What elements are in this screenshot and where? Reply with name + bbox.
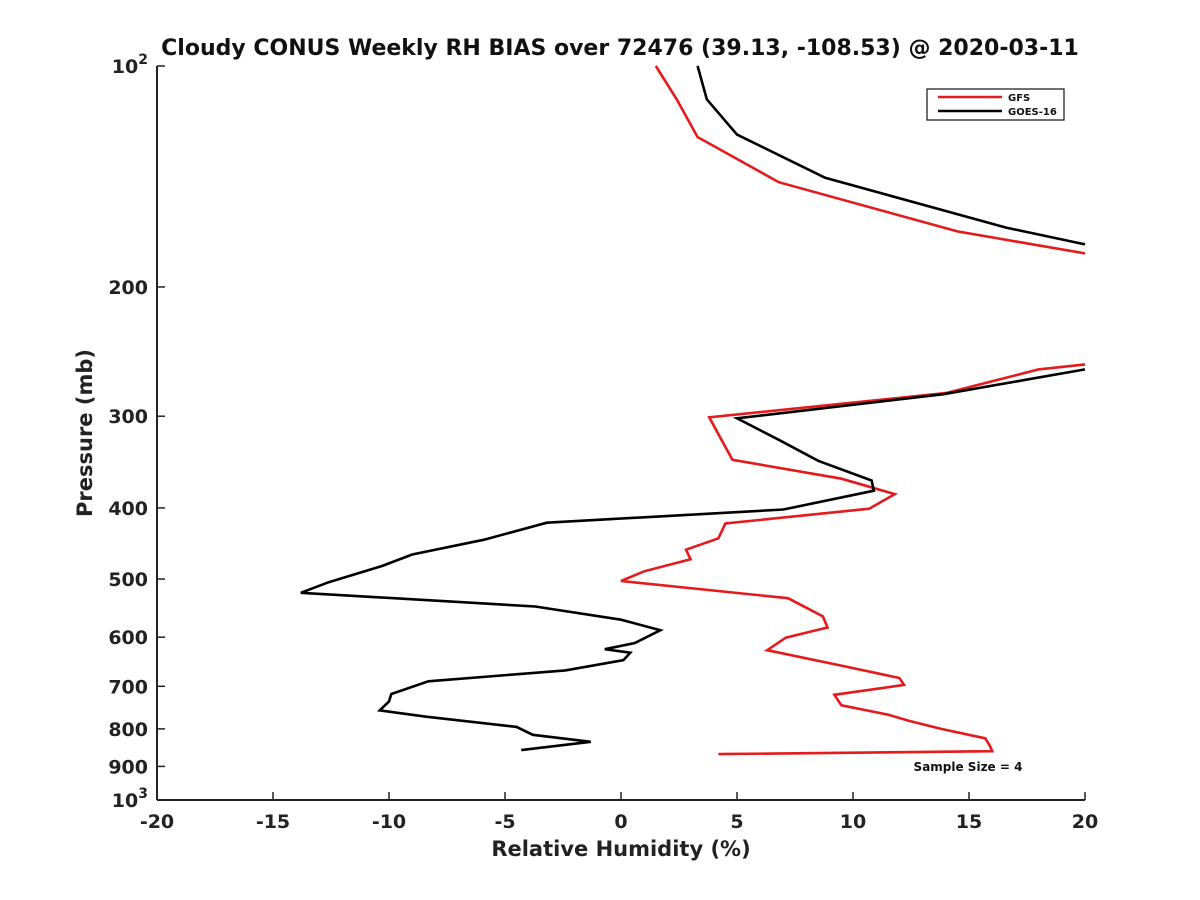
plot-area: -20 -15 -10 -5 0 5 10 15 20 102 200 300 400 500 600 70… <box>108 52 1098 833</box>
series-line-goes-16-segment-2 <box>300 368 1086 752</box>
series-layer <box>300 65 1086 756</box>
y-tick-label: 103 <box>112 786 148 812</box>
x-tick-label: 5 <box>730 811 743 833</box>
legend-label-goes-16: GOES-16 <box>1008 107 1057 118</box>
y-tick-label: 900 <box>108 756 148 778</box>
x-tick-label: -15 <box>256 811 290 833</box>
y-tick-label: 800 <box>108 719 148 741</box>
x-axis-label: Relative Humidity (%) <box>491 837 750 861</box>
y-tick-label: 500 <box>108 569 148 591</box>
plot-frame <box>157 66 1085 800</box>
legend-label-gfs: GFS <box>1008 93 1030 104</box>
series-line-goes-16-segment-1 <box>696 65 1086 246</box>
x-tick-label: -5 <box>494 811 515 833</box>
x-tick-label: -20 <box>140 811 174 833</box>
y-tick-label: 600 <box>108 627 148 649</box>
y-tick-label: 400 <box>108 498 148 520</box>
y-axis-label: Pressure (mb) <box>73 349 97 517</box>
y-tick-label: 700 <box>108 676 148 698</box>
y-tick-label: 200 <box>108 277 148 299</box>
y-tick-label: 102 <box>112 52 148 78</box>
series-line-gfs-segment-2 <box>620 363 1086 756</box>
legend: GFS GOES-16 <box>926 88 1065 121</box>
x-tick-label: 15 <box>956 811 982 833</box>
y-tick-label: 300 <box>108 406 148 428</box>
chart-title: Cloudy CONUS Weekly RH BIAS over 72476 (… <box>161 36 1079 61</box>
x-tick-label: 20 <box>1072 811 1098 833</box>
series-line-gfs-segment-1 <box>654 65 1086 255</box>
sample-size-annotation: Sample Size = 4 <box>914 760 1023 774</box>
y-axis-ticks: 102 200 300 400 500 600 700 800 900 103 <box>108 52 165 812</box>
x-tick-label: 0 <box>614 811 627 833</box>
x-axis-ticks: -20 -15 -10 -5 0 5 10 15 20 <box>140 792 1098 833</box>
legend-box <box>926 88 1065 121</box>
x-tick-label: 10 <box>840 811 866 833</box>
x-tick-label: -10 <box>372 811 406 833</box>
